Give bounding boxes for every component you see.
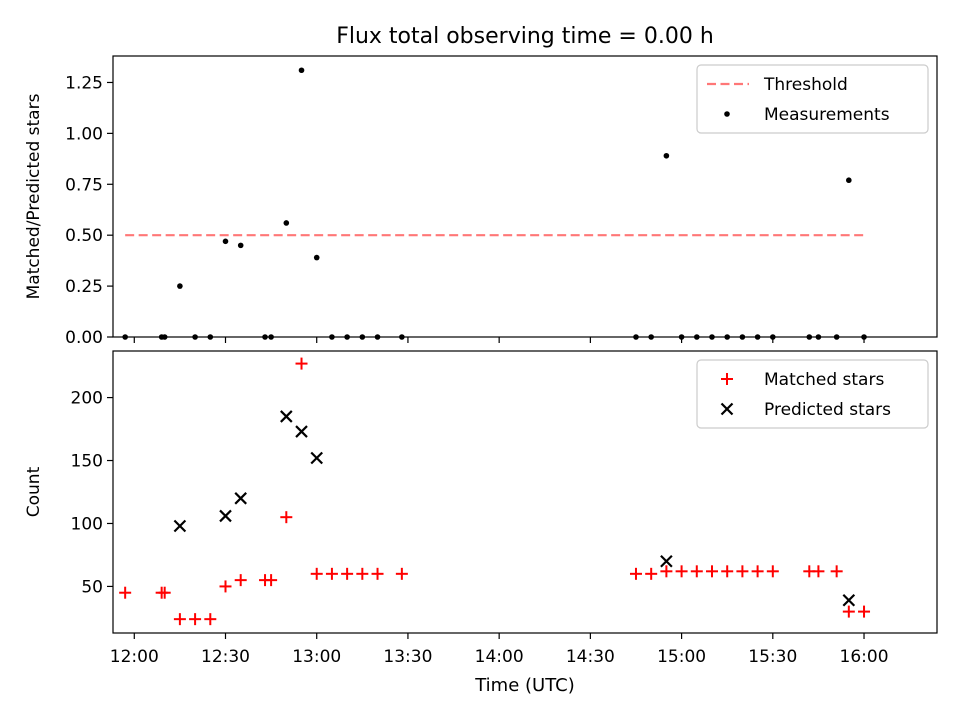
- star-count-panel: 50 100 150 200 12:00 12:30 13:00 13:30 14:00 14:3…: [24, 350, 938, 667]
- x-marker-b: [234, 492, 247, 505]
- y-tick-label: 1.25: [65, 73, 103, 93]
- matched-stars-point: [705, 565, 718, 578]
- measurement-point: [283, 220, 290, 226]
- matched-stars-point: [295, 357, 308, 370]
- matched-stars-point: [356, 567, 369, 580]
- matched-stars-point: [675, 565, 688, 578]
- matched-stars-point: [766, 565, 779, 578]
- x-tick-label: 14:00: [475, 647, 524, 667]
- x-tick-label: 15:30: [748, 647, 797, 667]
- matched-stars-point: [325, 567, 338, 580]
- x-marker-b: [173, 519, 187, 533]
- x-marker-b: [660, 554, 673, 568]
- matched-stars-point: [119, 586, 132, 599]
- legend-label: Predicted stars: [764, 400, 891, 420]
- measurement-point: [298, 67, 305, 74]
- top-axes-frame: [112, 55, 938, 338]
- matched-stars-point: [629, 567, 642, 580]
- top-legend: Threshold Measurements: [696, 64, 929, 134]
- chart-title: Flux total observing time = 0.00 h: [336, 24, 714, 49]
- matched-stars-point: [234, 574, 247, 587]
- measurement-point: [663, 152, 670, 159]
- predicted-stars-point: [660, 554, 673, 568]
- legend-label: Matched stars: [764, 370, 884, 390]
- predicted-stars-point: [219, 509, 232, 523]
- y-tick-label: 150: [71, 452, 103, 472]
- legend-x-swatch-b: [720, 402, 734, 416]
- y-tick-label: 0.25: [65, 277, 103, 297]
- matched-stars-point: [812, 565, 825, 578]
- matched-stars-point: [219, 580, 232, 593]
- x-tick-label: 13:00: [292, 647, 341, 667]
- matched-stars-point: [645, 567, 658, 580]
- x-marker-b: [310, 451, 323, 465]
- legend-box: [696, 359, 929, 429]
- y-tick-label: 100: [71, 514, 103, 534]
- matched-stars-point: [842, 605, 855, 618]
- y-tick-label: 200: [71, 389, 103, 409]
- predicted-stars-point: [173, 519, 187, 533]
- y-tick-label: 0.50: [65, 226, 103, 246]
- bottom-axes-frame: [112, 350, 938, 634]
- matched-stars-point: [280, 511, 293, 524]
- matched-stars-point: [341, 567, 354, 580]
- x-marker-b: [280, 410, 293, 423]
- measurement-point: [313, 254, 320, 261]
- bottom-y-axis-label: Count: [24, 466, 44, 517]
- flux-ratio-panel: 0.00 0.25 0.50 0.75 1.00 1.25 Matched/Predicte…: [24, 55, 938, 348]
- matched-stars-point: [395, 567, 408, 580]
- matched-stars-point: [158, 586, 171, 599]
- measurement-point: [222, 238, 229, 245]
- matched-stars-point: [265, 574, 278, 587]
- predicted-stars-point: [280, 410, 293, 423]
- x-tick-label: 12:30: [201, 647, 250, 667]
- x-marker-b: [295, 425, 308, 438]
- x-tick-label: 14:30: [566, 647, 615, 667]
- y-tick-label: 50: [81, 577, 103, 597]
- predicted-stars-point: [310, 451, 323, 465]
- bottom-legend: Matched stars Predicted stars: [696, 359, 929, 429]
- x-axis-label: Time (UTC): [474, 675, 575, 696]
- matched-stars-point: [858, 605, 871, 618]
- matched-stars-point: [310, 567, 323, 580]
- top-y-axis-label: Matched/Predicted stars: [24, 93, 44, 299]
- x-tick-label: 16:00: [840, 647, 889, 667]
- legend-box: [696, 64, 929, 134]
- predicted-stars-point: [842, 593, 856, 607]
- matched-stars-point: [830, 565, 843, 578]
- measurement-point: [177, 283, 183, 289]
- predicted-stars-point: [295, 425, 308, 438]
- legend-measurement-swatch: [724, 111, 730, 117]
- measurement-point: [846, 177, 852, 184]
- matched-stars-point: [173, 613, 186, 626]
- y-tick-label: 1.00: [65, 124, 103, 144]
- predicted-stars-point: [234, 492, 247, 505]
- legend-label: Threshold: [763, 75, 848, 95]
- matched-stars-point: [660, 565, 673, 578]
- x-tick-label: 15:00: [657, 647, 706, 667]
- matched-stars-point: [736, 565, 749, 578]
- matched-stars-point: [751, 565, 764, 578]
- measurement-point: [237, 242, 244, 249]
- matched-stars-point: [189, 613, 202, 626]
- matched-stars-point: [371, 567, 384, 580]
- y-tick-label: 0.00: [65, 328, 103, 348]
- x-tick-label: 12:00: [110, 647, 159, 667]
- x-tick-label: 13:30: [383, 647, 432, 667]
- matched-stars-point: [204, 613, 217, 626]
- matched-stars-point: [721, 565, 734, 578]
- legend-label: Measurements: [764, 105, 890, 125]
- matched-stars-point: [690, 565, 703, 578]
- x-marker-b: [842, 593, 856, 607]
- x-marker-b: [219, 509, 232, 523]
- y-tick-label: 0.75: [65, 175, 103, 195]
